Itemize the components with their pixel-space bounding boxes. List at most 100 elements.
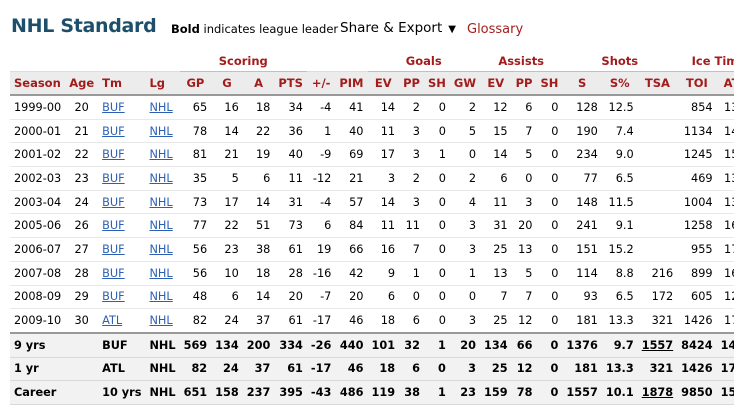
table-cell: 6 — [399, 308, 424, 334]
team-link[interactable]: BUF — [102, 171, 125, 185]
table-cell: -16 — [306, 261, 336, 286]
table-cell: 9.1 — [601, 213, 638, 239]
column-header[interactable]: Age — [65, 71, 99, 96]
table-cell: 0 — [536, 142, 563, 168]
league-cell[interactable]: NHL — [145, 190, 180, 215]
column-header[interactable]: SH — [536, 71, 563, 96]
team-link[interactable]: BUF — [102, 266, 125, 280]
totals-cell: 651 — [179, 380, 212, 405]
team-cell[interactable]: BUF — [98, 119, 146, 144]
league-link[interactable]: NHL — [149, 314, 173, 328]
team-link[interactable]: BUF — [102, 290, 125, 304]
team-cell[interactable]: BUF — [98, 190, 146, 215]
league-link[interactable]: NHL — [149, 148, 173, 162]
team-cell[interactable]: BUF — [98, 142, 146, 168]
column-header[interactable]: S% — [601, 71, 638, 96]
column-header[interactable]: PIM — [335, 71, 368, 96]
share-export-menu[interactable]: Share & Export ▼ — [340, 20, 456, 36]
column-header[interactable]: Tm — [98, 71, 146, 96]
table-cell: 9 — [367, 261, 400, 286]
table-cell: 73 — [179, 190, 212, 215]
table-cell: 21 — [335, 166, 368, 191]
table-cell: 0 — [423, 166, 450, 191]
column-header[interactable]: EV — [367, 71, 400, 96]
totals-cell[interactable]: 1557 — [637, 331, 678, 358]
league-cell[interactable]: NHL — [145, 95, 180, 120]
team-cell[interactable]: BUF — [98, 166, 146, 191]
table-cell: 6 — [480, 166, 512, 191]
league-cell[interactable]: NHL — [145, 213, 180, 239]
team-cell[interactable]: BUF — [98, 237, 146, 262]
column-header[interactable]: G — [211, 71, 243, 96]
team-link[interactable]: BUF — [102, 242, 125, 256]
team-cell[interactable]: BUF — [98, 213, 146, 239]
group-header-goals: Goals — [367, 50, 480, 72]
table-cell: 6 — [306, 213, 336, 239]
column-header[interactable]: PP — [511, 71, 537, 96]
team-cell[interactable]: BUF — [98, 261, 146, 286]
league-cell[interactable]: NHL — [145, 142, 180, 168]
table-cell: 12:36 — [716, 285, 734, 310]
column-header[interactable]: +/- — [306, 71, 336, 96]
table-cell: 1426 — [677, 308, 717, 334]
table-cell: 17:24 — [716, 308, 734, 334]
team-link[interactable]: BUF — [102, 100, 125, 114]
table-cell — [637, 213, 678, 239]
table-row: 1999-00 20 BUF NHL 65 16 18 34 -4 41 14 2 0 2 12 6 0 128 1… — [10, 95, 734, 120]
column-header[interactable]: S — [562, 71, 602, 96]
league-cell[interactable]: NHL — [145, 285, 180, 310]
column-header[interactable]: TOI — [677, 71, 717, 96]
column-header[interactable]: PTS — [274, 71, 307, 96]
glossary-link[interactable]: Glossary — [467, 22, 524, 37]
league-cell[interactable]: NHL — [145, 261, 180, 286]
column-header[interactable]: SH — [423, 71, 450, 96]
table-cell: 61 — [274, 308, 307, 334]
column-header[interactable]: Lg — [145, 71, 180, 96]
table-cell: 6 — [367, 285, 400, 310]
league-link[interactable]: NHL — [149, 242, 173, 256]
table-row: 2000-01 21 BUF NHL 78 14 22 36 1 40 11 3 0 5 15 7 0 190 7.… — [10, 119, 734, 144]
league-link[interactable]: NHL — [149, 266, 173, 280]
league-link[interactable]: NHL — [149, 124, 173, 138]
column-header[interactable]: PP — [399, 71, 424, 96]
totals-cell: 23 — [449, 380, 480, 405]
column-header[interactable]: Season — [10, 71, 66, 96]
league-cell[interactable]: NHL — [145, 166, 180, 191]
team-link[interactable]: BUF — [102, 148, 125, 162]
table-cell: 24 — [211, 308, 243, 334]
team-link[interactable]: ATL — [102, 314, 123, 328]
totals-cell: 1557 — [562, 380, 602, 405]
table-row: 2003-04 24 BUF NHL 73 17 14 31 -4 57 14 3 0 4 11 3 0 148 1… — [10, 190, 734, 215]
column-header[interactable]: TSA — [637, 71, 678, 96]
group-header-blank — [10, 50, 180, 72]
totals-cell: 0 — [536, 357, 563, 382]
table-cell: 13:46 — [716, 190, 734, 215]
table-cell: 241 — [562, 213, 602, 239]
column-header[interactable]: GW — [449, 71, 480, 96]
league-link[interactable]: NHL — [149, 290, 173, 304]
team-cell[interactable]: BUF — [98, 285, 146, 310]
totals-cell[interactable]: 1878 — [637, 380, 678, 405]
team-cell[interactable]: ATL — [98, 308, 146, 334]
league-link[interactable]: NHL — [149, 195, 173, 209]
league-cell[interactable]: NHL — [145, 237, 180, 262]
group-header-blank — [306, 50, 368, 72]
table-cell: 22 — [65, 142, 99, 168]
table-cell: 0 — [536, 308, 563, 334]
table-cell: 36 — [274, 119, 307, 144]
league-cell[interactable]: NHL — [145, 119, 180, 144]
league-cell[interactable]: NHL — [145, 308, 180, 334]
column-header[interactable]: GP — [179, 71, 212, 96]
league-link[interactable]: NHL — [149, 219, 173, 233]
team-link[interactable]: BUF — [102, 219, 125, 233]
column-header[interactable]: EV — [480, 71, 512, 96]
league-link[interactable]: NHL — [149, 100, 173, 114]
team-link[interactable]: BUF — [102, 124, 125, 138]
league-link[interactable]: NHL — [149, 171, 173, 185]
team-link[interactable]: BUF — [102, 195, 125, 209]
table-cell: 31 — [274, 190, 307, 215]
team-cell[interactable]: BUF — [98, 95, 146, 120]
column-header[interactable]: A — [242, 71, 275, 96]
